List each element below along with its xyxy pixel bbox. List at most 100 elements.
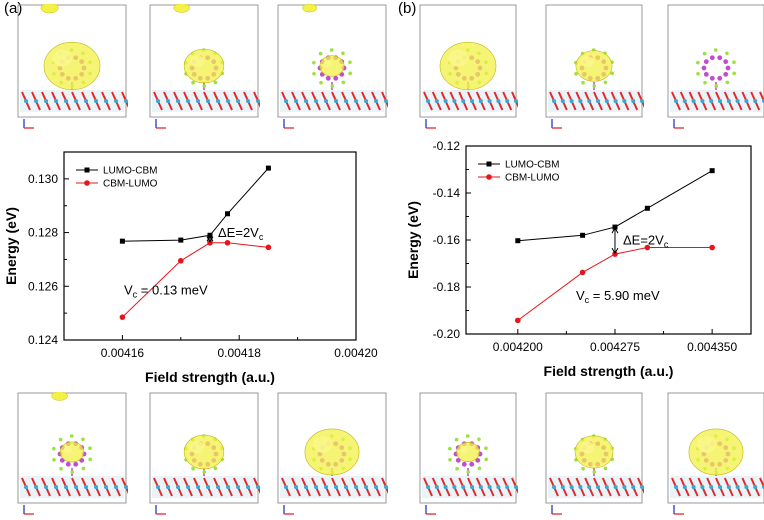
chart-a-point-lumo-cbm xyxy=(119,238,125,244)
substrate-atom xyxy=(578,485,583,489)
charge-density-cap xyxy=(302,4,318,13)
chart-a-x-tick-label: 0.00420 xyxy=(334,346,378,360)
chart-b-x-axis-title: Field strength (a.u.) xyxy=(544,363,674,379)
substrate-atom xyxy=(613,99,618,103)
substrate-atom xyxy=(206,99,210,103)
chart-a-y-tick-label: 0.126 xyxy=(28,279,58,293)
substrate-atom xyxy=(84,485,88,489)
substrate-atom xyxy=(674,485,678,489)
ligand-atom xyxy=(713,48,718,52)
substrate-atom xyxy=(284,99,288,103)
ligand-atom xyxy=(348,60,352,64)
substrate-atom xyxy=(294,485,298,489)
substrate-atom xyxy=(176,485,180,489)
ligand-atom xyxy=(484,446,488,450)
substrate-atom xyxy=(744,485,749,489)
cluster-atom xyxy=(723,59,729,65)
substrate-atom xyxy=(384,99,388,103)
substrate-atom xyxy=(560,99,565,103)
substrate-atom xyxy=(744,99,749,103)
charge-density-cloud xyxy=(304,428,360,476)
substrate-atom xyxy=(196,485,200,489)
chart-a-point-cbm-lumo xyxy=(224,239,231,246)
cluster-atom xyxy=(703,59,709,65)
substrate-atom xyxy=(74,485,78,489)
substrate-atom xyxy=(344,485,348,489)
substrate-atom xyxy=(596,485,600,489)
substrate-atom xyxy=(578,99,583,103)
substrate-atom xyxy=(216,485,220,489)
charge-density-cloud xyxy=(688,428,744,476)
structure-image-a-top-2 xyxy=(149,4,260,129)
charge-density-cap xyxy=(40,4,59,14)
substrate-atom xyxy=(622,99,627,103)
structure-image-b-bottom-3 xyxy=(667,392,764,515)
substrate-atom xyxy=(94,99,98,103)
chart-a-y-tick-label: 0.128 xyxy=(28,226,58,240)
substrate-atom xyxy=(236,485,240,489)
substrate-atom xyxy=(426,99,430,103)
chart-a-vc-value: = 0.13 meV xyxy=(137,282,208,297)
charge-density-cloud xyxy=(59,441,85,463)
chart-a-x-axis-title: Field strength (a.u.) xyxy=(145,369,275,385)
substrate-atom xyxy=(709,485,714,489)
chart-b-legend-label: CBM-LUMO xyxy=(505,173,560,184)
substrate-atom xyxy=(104,99,108,103)
substrate-atom xyxy=(236,99,240,103)
cluster-atom xyxy=(709,75,715,81)
charge-density-cloud xyxy=(319,55,345,77)
chart-a: 0.00416 0.00418 0.00420 0.124 0.126 0.128 0.13… xyxy=(3,151,378,385)
cluster-atom xyxy=(701,65,707,71)
substrate-atom xyxy=(596,99,600,103)
substrate-atom xyxy=(304,99,308,103)
chart-a-point-lumo-cbm xyxy=(207,232,213,238)
cluster-atom xyxy=(65,461,71,467)
chart-a-point-cbm-lumo xyxy=(265,244,272,251)
substrate-atom xyxy=(374,99,378,103)
ligand-atom xyxy=(341,80,346,85)
ligand-atom xyxy=(581,80,585,85)
substrate-atom xyxy=(478,485,483,489)
substrate-atom xyxy=(84,99,88,103)
substrate-atom xyxy=(24,485,28,489)
substrate-atom xyxy=(461,99,466,103)
ligand-atom xyxy=(581,466,585,471)
chart-b: 0.004200 0.004275 0.004350 -0.20 -0.18 -0.16 -… xyxy=(405,140,752,379)
substrate-atom xyxy=(569,99,574,103)
substrate-atom xyxy=(753,485,758,489)
substrate-atom xyxy=(613,485,618,489)
cell-box xyxy=(17,4,127,118)
ligand-atom xyxy=(725,51,729,56)
substrate-atom xyxy=(443,485,448,489)
charge-density-highlight xyxy=(448,49,468,67)
chart-b-delta-e-subscript: c xyxy=(664,240,669,250)
substrate-atom xyxy=(216,99,220,103)
ligand-atom xyxy=(696,60,700,65)
structure-image-b-top-1 xyxy=(419,4,518,129)
cell-box xyxy=(419,4,517,118)
substrate-atom xyxy=(587,485,592,489)
substrate-atom xyxy=(304,485,308,489)
substrate-atom xyxy=(631,99,636,103)
chart-b-y-tick-label: -0.14 xyxy=(433,186,461,200)
chart-b-series-line-cbm-lumo xyxy=(517,247,713,321)
chart-b-vc-subscript: c xyxy=(585,295,590,305)
charge-density-cloud xyxy=(439,41,497,91)
substrate-atom xyxy=(470,99,474,103)
substrate-atom xyxy=(74,99,78,103)
ligand-atom xyxy=(81,466,86,471)
charge-density-highlight xyxy=(697,436,716,453)
cell-box xyxy=(17,392,127,504)
substrate-atom xyxy=(314,99,318,103)
substrate-atom xyxy=(443,99,448,103)
substrate-atom xyxy=(374,485,378,489)
charge-density-highlight xyxy=(580,441,594,454)
substrate-atom xyxy=(496,485,501,489)
chart-a-vc-label: Vc = 0.13 meV xyxy=(124,282,208,299)
substrate-atom xyxy=(718,485,722,489)
substrate-atom xyxy=(246,99,250,103)
substrate-atom xyxy=(691,99,696,103)
substrate-atom xyxy=(569,485,574,489)
substrate-atom xyxy=(114,485,118,489)
chart-b-point-cbm-lumo xyxy=(644,244,651,251)
